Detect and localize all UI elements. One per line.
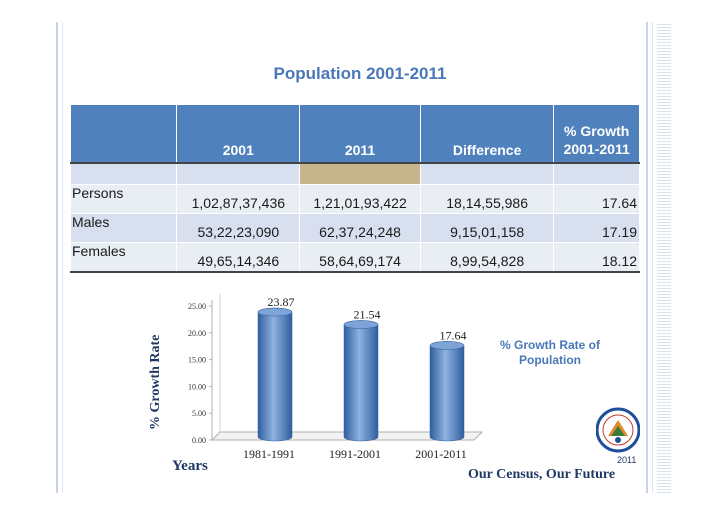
header-2001: 2001 xyxy=(176,104,301,164)
left-stripe-thin xyxy=(62,22,63,493)
table-row: Females 49,65,14,346 58,64,69,174 8,99,5… xyxy=(69,242,640,273)
y-tick-label: 5.00 xyxy=(192,409,206,418)
data-label: 17.64 xyxy=(440,328,467,342)
cell-difference: 9,15,01,158 xyxy=(419,213,555,243)
table-header-row: 2001 2011 Difference % Growth 2001-2011 xyxy=(69,104,640,164)
cell-difference: 8,99,54,828 xyxy=(419,242,555,273)
header-difference: Difference xyxy=(419,104,555,164)
census-india-seal-icon xyxy=(596,407,640,453)
right-stripe-pattern xyxy=(657,22,671,493)
seal-year: 2011 xyxy=(617,455,637,465)
census-motto: Our Census, Our Future xyxy=(468,467,616,482)
row-label: Males xyxy=(69,213,178,243)
slide-title: Population 2001-2011 xyxy=(273,64,447,83)
right-stripe-thin xyxy=(652,22,653,493)
header-blank xyxy=(69,104,178,164)
row-label: Females xyxy=(69,242,178,273)
y-tick-label: 10.00 xyxy=(188,382,206,391)
left-stripe xyxy=(56,22,58,493)
y-tick-label: 20.00 xyxy=(188,329,206,338)
chart-legend: % Growth Rate of Population xyxy=(499,338,600,367)
header-2011: 2011 xyxy=(299,104,421,164)
header-growth-line2: 2001-2011 xyxy=(563,141,630,157)
bar-top xyxy=(343,320,379,329)
row-label: Persons xyxy=(69,184,178,214)
table-row: Persons 1,02,87,37,436 1,21,01,93,422 18… xyxy=(69,184,640,214)
cell-2011: 62,37,24,248 xyxy=(299,213,421,243)
cell-growth: 18.12 xyxy=(553,242,640,273)
x-category-label: 1981-1991 xyxy=(243,447,295,461)
y-tick-label: 15.00 xyxy=(188,356,206,365)
bar-top xyxy=(257,307,293,317)
header-growth-line1: % Growth xyxy=(564,123,630,139)
table-subheader-row xyxy=(69,162,640,185)
growth-rate-chart: 0.00 5.00 10.00 15.00 20.00 25.00 23.87 1981-19… xyxy=(188,294,484,461)
cell-2001: 53,22,23,090 xyxy=(176,213,301,243)
y-tick-label: 0.00 xyxy=(192,436,206,445)
y-tick-label: 25.00 xyxy=(188,302,206,311)
bar xyxy=(257,307,293,442)
table-row: Males 53,22,23,090 62,37,24,248 9,15,01,… xyxy=(69,213,640,243)
x-category-label: 2001-2011 xyxy=(415,447,467,461)
cell-2011: 1,21,01,93,422 xyxy=(299,184,421,214)
header-growth: % Growth 2001-2011 xyxy=(553,104,640,164)
data-label: 21.54 xyxy=(354,308,381,322)
cell-difference: 18,14,55,986 xyxy=(419,184,555,214)
cell-2011: 58,64,69,174 xyxy=(299,242,421,273)
bar-top xyxy=(429,341,465,350)
cell-2001: 1,02,87,37,436 xyxy=(176,184,301,214)
x-axis-label: Years xyxy=(172,458,208,474)
data-label: 23.87 xyxy=(268,295,295,309)
cell-2001: 49,65,14,346 xyxy=(176,242,301,273)
cell-growth: 17.64 xyxy=(553,184,640,214)
cell-growth: 17.19 xyxy=(553,213,640,243)
bar xyxy=(343,320,379,442)
x-category-label: 1991-2001 xyxy=(329,447,381,461)
right-stripe xyxy=(646,22,648,493)
population-table: 2001 2011 Difference % Growth 2001-2011 … xyxy=(69,104,640,273)
bar xyxy=(429,341,465,442)
y-axis-label: % Growth Rate xyxy=(148,334,163,430)
